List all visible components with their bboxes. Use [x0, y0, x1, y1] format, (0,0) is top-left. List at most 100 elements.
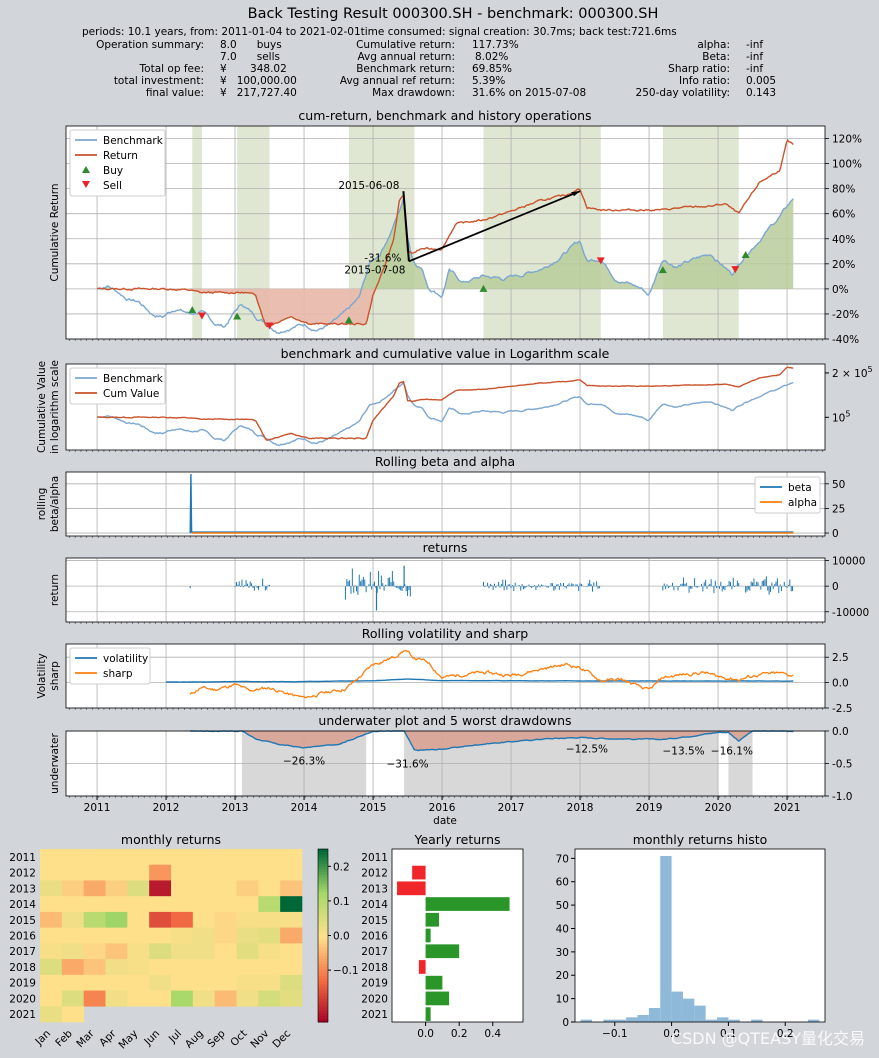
row-label: 2013 [9, 883, 36, 895]
x-tick-label: 2021 [774, 802, 801, 814]
heatmap-cell [127, 927, 150, 944]
heatmap-cell [105, 959, 128, 976]
y-tick-label: 20% [832, 259, 855, 271]
colorbar-segment [318, 984, 328, 988]
sell-marker [197, 312, 206, 320]
axes-frame [574, 848, 826, 1023]
heatmap-cell [192, 896, 215, 913]
heatmap-cell [280, 911, 303, 928]
heatmap-cell [127, 990, 150, 1007]
colorbar-segment [318, 923, 328, 928]
col-label: May [117, 1028, 141, 1052]
y-tick-label: 120% [832, 134, 862, 146]
colorbar-segment [318, 1016, 328, 1020]
figure-title: Back Testing Result 000300.SH - benchmar… [248, 6, 659, 22]
col-label: Sep [205, 1027, 228, 1050]
summary-label: 250-day volatility: [636, 87, 730, 99]
x-tick-label: 0.2 [777, 1028, 794, 1040]
summary-label: Total op fee: [139, 63, 204, 75]
heatmap-cell [236, 880, 259, 897]
monthly-returns-heatmap: monthly returns 2011 2012 2013 2014 2015 2016 2… [9, 832, 358, 1051]
y-tick-label: 0 [562, 1017, 569, 1029]
y-tick-label: 105 [832, 409, 850, 424]
rolling-beta-panel: Rolling beta and alpha 0 25 50 beta alpha roll… [36, 454, 845, 540]
heatmap-cell [171, 927, 194, 944]
summary-value: ¥ 100,000.00 [220, 75, 297, 87]
colorbar-segment [318, 929, 328, 934]
colorbar-tick-label: 0.1 [333, 896, 350, 908]
col-label: Jul [166, 1028, 184, 1046]
heatmap-cell [171, 943, 194, 960]
heatmap-cell [258, 990, 281, 1007]
chart-title: returns [423, 540, 468, 555]
colorbar-segment [318, 947, 328, 951]
heatmap-cell [192, 864, 215, 881]
monthly-histo-chart: monthly returns histo 0 10 20 30 40 50 60 70 −0.1… [556, 832, 826, 1040]
y-axis-label: in logarithm scale [49, 360, 61, 454]
summary-left: Operation summary: 8.0 buys 7.0 sells To… [96, 39, 297, 99]
heatmap-cell [105, 896, 128, 913]
heatmap-cell [258, 896, 281, 913]
colorbar-segment [318, 860, 328, 864]
legend-marker [82, 181, 90, 188]
heatmap-cell [192, 849, 215, 866]
colorbar-segment [318, 1001, 328, 1006]
legend-label: Benchmark [103, 135, 164, 147]
heatmap-cell [236, 943, 259, 960]
heatmap-cell [105, 880, 128, 897]
chart-title: monthly returns histo [633, 832, 768, 847]
plot-area [575, 849, 825, 1022]
y-tick-label: -0.5 [832, 759, 853, 771]
trough-date-label: 2015-07-08 [344, 264, 405, 276]
chart-title: Yearly returns [413, 832, 500, 847]
y-tick-label: -40% [832, 334, 859, 346]
heatmap-cell [258, 864, 281, 881]
yearly-bar [418, 960, 426, 974]
legend-label: beta [788, 482, 812, 494]
histo-bar [637, 1014, 649, 1022]
drawdown-label: −16.1% [711, 746, 753, 758]
axes-frame [65, 557, 826, 623]
heatmap-cell [258, 927, 281, 944]
heatmap-cell [171, 864, 194, 881]
heatmap-cell [61, 911, 84, 928]
heatmap-cell [171, 911, 194, 928]
heatmap-cell [61, 974, 84, 991]
colorbar-segment [318, 903, 328, 908]
col-label: Feb [53, 1027, 75, 1049]
colorbar-segment [318, 849, 328, 853]
row-label: 2012 [361, 868, 388, 880]
heatmap-cell [149, 864, 172, 881]
sell-marker [596, 257, 605, 265]
heatmap-cell [236, 849, 259, 866]
legend-label: volatility [103, 653, 148, 665]
heatmap-cell [236, 911, 259, 928]
colorbar-tick-label: 0.0 [333, 931, 350, 943]
col-label: Jan [32, 1028, 53, 1049]
row-label: 2011 [9, 852, 36, 864]
colorbar-segment [318, 900, 328, 905]
colorbar-segment [318, 866, 328, 870]
heatmap-cell [40, 864, 63, 881]
summary-label: Avg annual ref return: [340, 75, 455, 87]
y-tick-label: -20% [832, 309, 859, 321]
heatmap-cell [258, 959, 281, 976]
axes-frame [65, 363, 826, 451]
heatmap-cell [105, 864, 128, 881]
heatmap-cell [61, 927, 84, 944]
colorbar-segment [318, 898, 328, 902]
chart-title: benchmark and cumulative value in Logari… [281, 346, 610, 361]
heatmap-cell [214, 864, 237, 881]
colorbar-segment [318, 912, 328, 916]
colorbar-segment [318, 921, 328, 925]
yearly-bar [425, 1007, 431, 1021]
heatmap-cell [40, 896, 63, 913]
colorbar-segment [318, 877, 328, 882]
y-tick-label: 40% [832, 234, 855, 246]
y-tick-label: 70 [556, 853, 569, 865]
hold-span [662, 126, 739, 339]
returns-panel: returns -10000 0 10000 return [49, 540, 869, 624]
x-tick-label: 2013 [222, 802, 249, 814]
legend-label: Buy [103, 165, 123, 177]
benchmark-line [96, 381, 794, 447]
